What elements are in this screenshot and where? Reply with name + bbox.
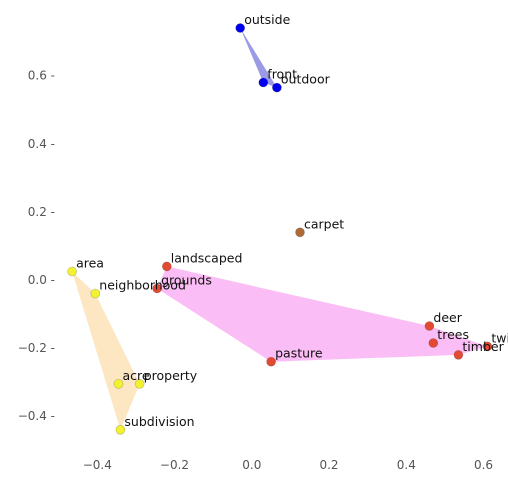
data-point [424, 321, 435, 331]
point-label: carpet [304, 216, 344, 231]
point-label: subdivision [124, 414, 194, 429]
data-point [258, 77, 269, 88]
data-point [90, 288, 101, 299]
cluster-hull [240, 28, 277, 88]
y-tick-label: 0.2 - [28, 205, 55, 219]
point-label: area [76, 256, 104, 271]
point-label: property [144, 368, 198, 383]
data-point [67, 266, 77, 277]
y-tick-label: −0.2 - [18, 341, 55, 355]
x-tick-label: 0.2 [319, 458, 338, 472]
data-point [115, 424, 126, 435]
data-point [162, 261, 172, 272]
y-tick-label: 0.0 - [28, 273, 55, 287]
point-label: deer [433, 310, 462, 325]
point-label: pasture [275, 346, 323, 361]
point-label: neighborhood [99, 278, 186, 293]
data-points [67, 23, 493, 435]
cluster-hulls [72, 28, 488, 430]
y-tick-label: 0.4 - [28, 137, 55, 151]
cluster-hull [72, 271, 140, 430]
data-point [152, 283, 162, 294]
data-point [113, 379, 124, 389]
y-axis-ticks: −0.4 - −0.2 - 0.0 - 0.2 - 0.4 - 0.6 - [18, 69, 55, 424]
data-point [134, 379, 145, 389]
data-point [453, 350, 464, 360]
x-tick-label: −0.2 [160, 458, 189, 472]
point-label: outside [244, 12, 290, 27]
cluster-hull [157, 266, 488, 362]
x-tick-label: 0.0 [242, 458, 261, 472]
point-label: landscaped [171, 250, 243, 265]
data-point [272, 82, 282, 93]
point-label: trees [437, 327, 469, 342]
x-tick-label: −0.4 [83, 458, 112, 472]
data-point [266, 356, 276, 367]
data-point [428, 338, 439, 348]
x-tick-label: 0.4 [397, 458, 416, 472]
x-tick-label: 0.6 [474, 458, 493, 472]
data-point [482, 341, 493, 352]
point-label: grounds [161, 273, 212, 288]
y-tick-label: 0.6 - [28, 69, 55, 83]
x-axis-ticks: −0.4 −0.2 0.0 0.2 0.4 0.6 [83, 458, 493, 472]
point-label: timber [462, 339, 504, 354]
point-label: front [267, 67, 297, 82]
point-label: outdoor [281, 72, 331, 87]
data-point [295, 227, 305, 238]
data-point [235, 23, 245, 33]
y-tick-label: −0.4 - [18, 409, 55, 423]
point-label: acre [123, 368, 150, 383]
point-label: twig [491, 330, 508, 345]
